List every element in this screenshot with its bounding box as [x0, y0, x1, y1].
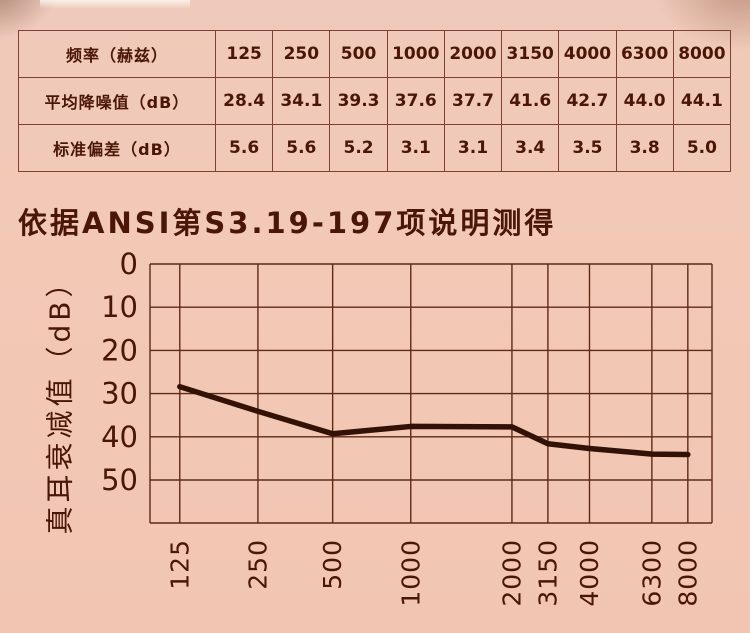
value-cell: 44.1	[672, 77, 732, 125]
nrr-table: 频率（赫兹） 125 250 500 1000 2000 3150 4000 6…	[18, 30, 732, 172]
table-row-std-deviation: 标准偏差（dB） 5.6 5.6 5.2 3.1 3.1 3.4 3.5 3.8…	[18, 124, 732, 172]
value-cell: 37.6	[386, 77, 445, 125]
x-tick-label: 3150	[533, 539, 562, 607]
value-cell: 41.6	[501, 77, 560, 125]
value-cell: 5.6	[272, 124, 331, 172]
freq-cell: 500	[329, 30, 388, 78]
value-cell: 3.8	[615, 124, 674, 172]
value-cell: 3.1	[443, 124, 503, 172]
value-cell: 37.7	[443, 77, 503, 125]
attenuation-chart: 0 10 20 30 40 50 125 250 500 1000 2000 3150 4000 6300…	[44, 250, 713, 607]
value-cell: 3.4	[501, 124, 560, 172]
attenuation-data-line	[177, 383, 691, 458]
value-cell: 5.0	[672, 124, 732, 172]
value-cell: 3.1	[386, 124, 445, 172]
x-tick-label: 500	[318, 539, 347, 590]
x-tick-label: 1000	[396, 539, 425, 607]
x-tick-label: 125	[165, 539, 194, 590]
y-tick-label: 40	[101, 420, 138, 454]
y-tick-label: 10	[101, 290, 138, 324]
freq-cell: 1000	[386, 30, 445, 78]
table-row-frequency: 频率（赫兹） 125 250 500 1000 2000 3150 4000 6…	[18, 30, 732, 78]
value-cell: 44.0	[615, 77, 674, 125]
value-cell: 28.4	[214, 77, 274, 125]
value-cell: 42.7	[558, 77, 617, 125]
freq-cell: 2000	[443, 30, 503, 78]
y-tick-label: 50	[101, 463, 138, 497]
freq-cell: 8000	[672, 30, 732, 78]
value-cell: 34.1	[272, 77, 331, 125]
value-cell: 5.6	[214, 124, 274, 172]
y-axis-title: 真耳衰减值（dB）	[44, 266, 77, 535]
row-label-mean-attenuation: 平均降噪值（dB）	[18, 77, 216, 125]
y-tick-label: 0	[120, 250, 138, 281]
row-label-frequency: 频率（赫兹）	[18, 30, 216, 78]
value-cell: 5.2	[329, 124, 388, 172]
value-cell: 3.5	[558, 124, 617, 172]
freq-cell: 125	[214, 30, 274, 78]
row-label-std-deviation: 标准偏差（dB）	[18, 124, 216, 172]
x-tick-label: 4000	[575, 539, 604, 607]
table-row-mean-attenuation: 平均降噪值（dB） 28.4 34.1 39.3 37.6 37.7 41.6 …	[18, 77, 732, 125]
freq-cell: 250	[272, 30, 331, 78]
y-tick-label: 20	[101, 333, 138, 367]
freq-cell: 6300	[615, 30, 674, 78]
x-tick-label: 6300	[637, 539, 666, 607]
photo-edge-highlight	[40, 0, 190, 9]
freq-cell: 4000	[558, 30, 617, 78]
y-tick-label: 30	[101, 377, 138, 411]
freq-cell: 3150	[501, 30, 560, 78]
x-tick-label: 2000	[497, 539, 526, 607]
measurement-note: 依据ANSI第S3.19-197项说明测得	[18, 206, 557, 240]
x-tick-label: 8000	[673, 539, 702, 607]
value-cell: 39.3	[329, 77, 388, 125]
x-tick-label: 250	[243, 539, 272, 590]
